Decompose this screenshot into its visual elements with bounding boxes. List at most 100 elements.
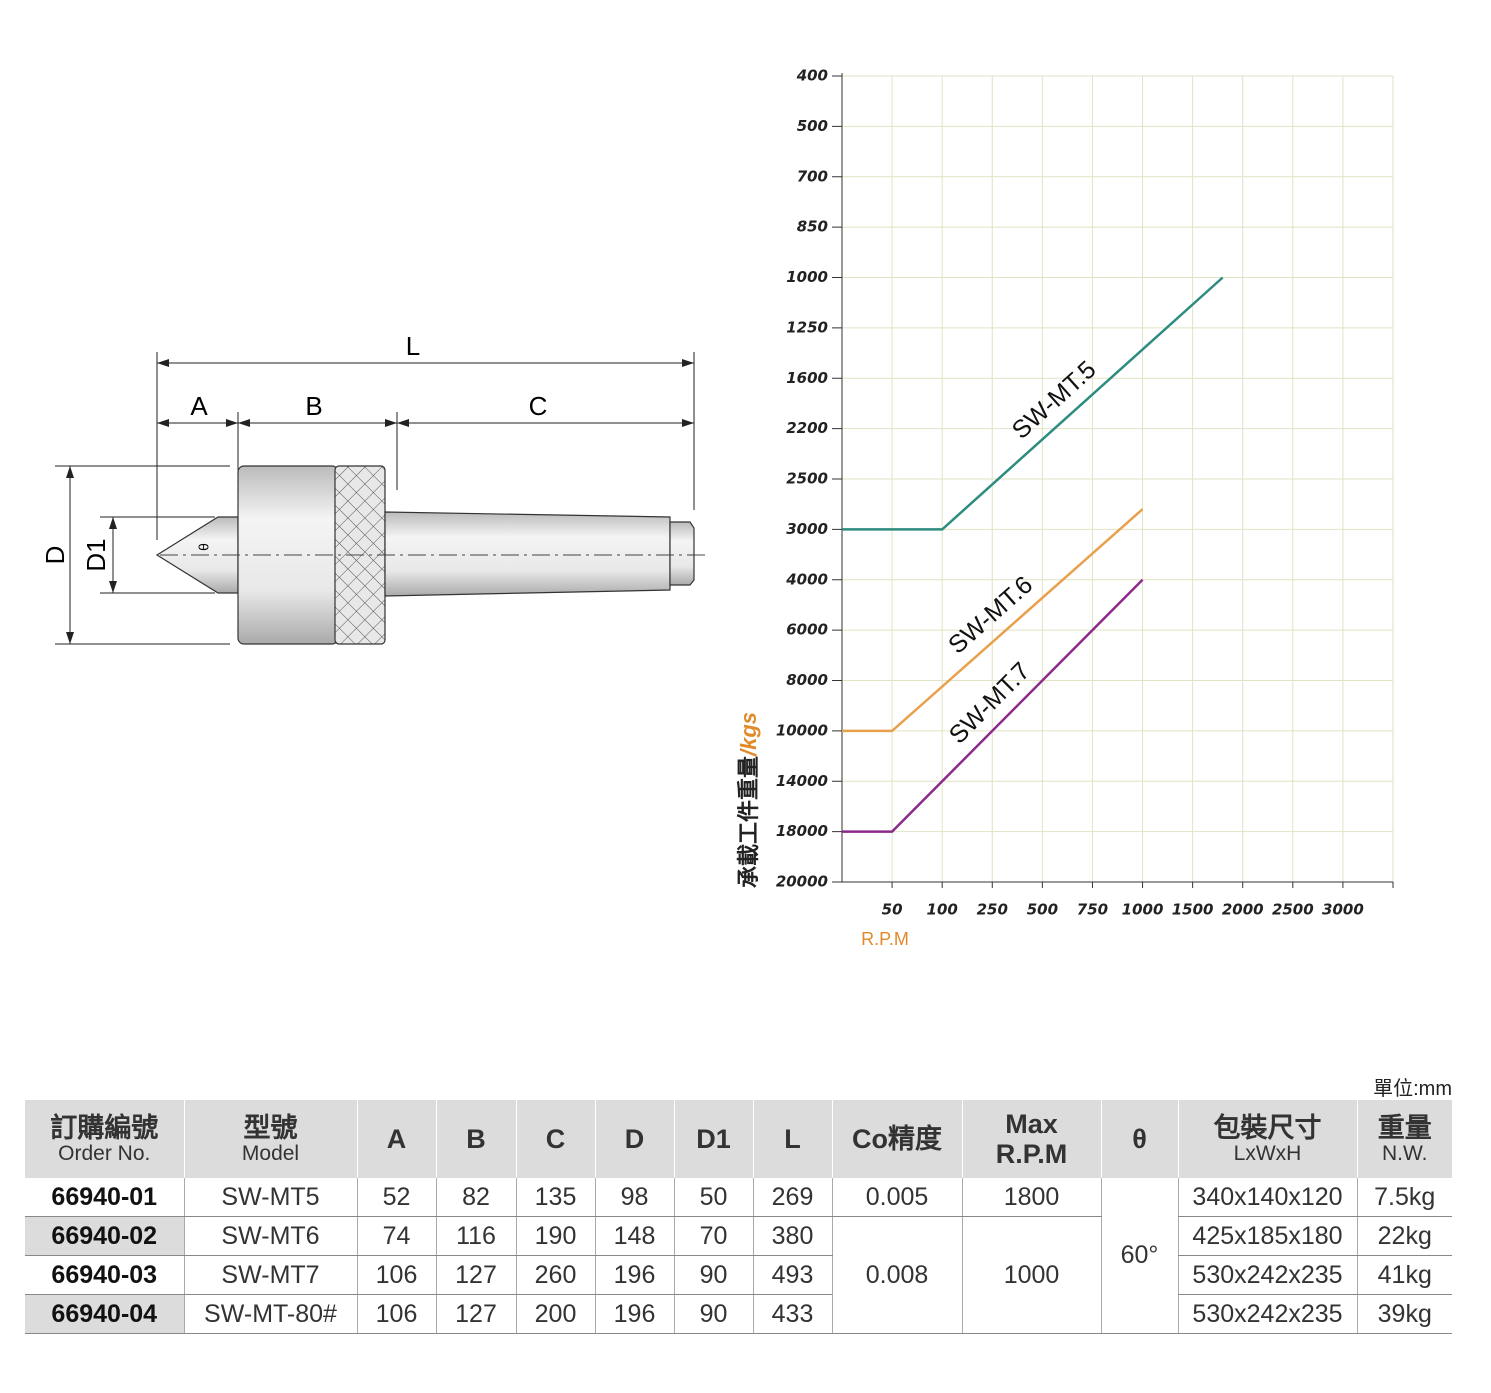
table-cell: 196 [594, 1294, 674, 1334]
table-cell: 0.005 [831, 1178, 962, 1217]
chart: 承載工件重量/kgs R.P.M 400 500 700 850 1000 1250 160… [736, 67, 1394, 949]
table-cell: 260 [515, 1255, 595, 1295]
y-tick-label: 700 [797, 167, 828, 185]
y-tick-label: 14000 [776, 772, 828, 790]
table-cell: 425x185x180 [1177, 1216, 1357, 1256]
dim-label: L [406, 331, 420, 361]
header-cell: L [752, 1100, 832, 1178]
series-line [842, 508, 1144, 733]
table-cell: 196 [594, 1255, 674, 1295]
header-title: B [466, 1124, 486, 1154]
unit-note: 單位:mm [1373, 1078, 1452, 1100]
table-cell: 106 [356, 1294, 436, 1334]
table-cell: SW-MT6 [183, 1216, 357, 1256]
table-cell: 66940-04 [25, 1294, 184, 1334]
header-cell: 型號 Model [183, 1100, 357, 1178]
y-tick-label: 1600 [786, 369, 828, 387]
y-tick-label: 2200 [786, 419, 828, 437]
dim-label: C [529, 391, 548, 421]
header-cell: θ [1100, 1100, 1178, 1178]
table-cell: 90 [673, 1294, 753, 1334]
y-tick-label: 10000 [776, 721, 828, 739]
header-title: A [386, 1124, 407, 1154]
table-cell: 98 [594, 1178, 674, 1217]
header-title: 包裝尺寸 [1213, 1113, 1322, 1143]
table-cell: 74 [356, 1216, 436, 1256]
table-cell: 1000 [961, 1216, 1101, 1334]
table-cell: 380 [752, 1216, 832, 1256]
header-cell: A [356, 1100, 436, 1178]
series-label: SW-MT.7 [944, 657, 1036, 749]
table-cell: 530x242x235 [1177, 1255, 1357, 1295]
header-cell: Max R.P.M [961, 1100, 1101, 1178]
y-tick-label: 6000 [786, 621, 828, 639]
table-cell: 39kg [1356, 1294, 1452, 1334]
x-tick-label: 750 [1077, 901, 1108, 919]
header-cell: Co精度 [831, 1100, 962, 1178]
table-cell: SW-MT7 [183, 1255, 357, 1295]
table-cell: 66940-03 [25, 1255, 184, 1295]
x-tick-label: 500 [1027, 901, 1058, 919]
header-cell: 重量 N.W. [1356, 1100, 1452, 1178]
header-cell: C [515, 1100, 595, 1178]
table-cell: 200 [515, 1294, 595, 1334]
x-tick-label: 1500 [1172, 901, 1214, 919]
table-cell: 90 [673, 1255, 753, 1295]
y-tick-label: 850 [797, 218, 828, 236]
header-cell: 訂購編號 Order No. [25, 1100, 184, 1178]
table-cell: 433 [752, 1294, 832, 1334]
table-cell: 135 [515, 1178, 595, 1217]
tool-drawing: L A B C D D1 θ [40, 331, 705, 645]
table-cell: 50 [673, 1178, 753, 1217]
table-cell: 116 [435, 1216, 516, 1256]
y-tick-label: 500 [797, 117, 828, 135]
x-tick-label: 50 [882, 901, 903, 919]
y-tick-label: 1000 [786, 268, 828, 286]
table-cell: SW-MT5 [183, 1178, 357, 1217]
table-cell: 269 [752, 1178, 832, 1217]
table-cell: 127 [435, 1294, 516, 1334]
y-tick-label: 400 [796, 67, 828, 85]
x-tick-label: 250 [977, 901, 1008, 919]
x-tick-label: 100 [927, 901, 958, 919]
table-cell: SW-MT-80# [183, 1294, 357, 1334]
header-subtitle: R.P.M [995, 1139, 1068, 1169]
header-title: L [784, 1124, 801, 1154]
data-row: 66940-01 SW-MT5 52 82 135 98 50 269 0.005 1800 60°… [25, 1178, 1452, 1334]
header-title: Co精度 [852, 1124, 942, 1154]
header-title: D1 [696, 1124, 731, 1154]
header-title: 訂購編號 [50, 1113, 159, 1143]
header-subtitle: LxWxH [1233, 1142, 1302, 1165]
table-cell: 106 [356, 1255, 436, 1295]
spec-table: 訂購編號 Order No. 型號 Model A B C D D1 L Co精度 Max R.P.M θ… [25, 1100, 1452, 1334]
x-tick-label: 1000 [1122, 901, 1164, 919]
header-row: 訂購編號 Order No. 型號 Model A B C D D1 L Co精度 Max R.P.M θ… [25, 1100, 1452, 1178]
table-cell: 82 [435, 1178, 516, 1217]
dim-label: D1 [81, 538, 111, 571]
table-cell: 493 [752, 1255, 832, 1295]
header-cell: B [435, 1100, 516, 1178]
dim-label: D [40, 546, 70, 565]
table-cell: 60° [1100, 1178, 1178, 1334]
table-cell: 7.5kg [1356, 1178, 1452, 1217]
table-cell: 127 [435, 1255, 516, 1295]
header-title: Max [1005, 1109, 1058, 1139]
y-tick-label: 20000 [776, 873, 828, 891]
table-cell: 190 [515, 1216, 595, 1256]
header-title: θ [1132, 1124, 1147, 1154]
table-cell: 41kg [1356, 1255, 1452, 1295]
dim-label: A [190, 391, 208, 421]
header-subtitle: Order No. [58, 1142, 151, 1165]
y-tick-label: 4000 [785, 570, 828, 588]
header-cell: 包裝尺寸 LxWxH [1177, 1100, 1357, 1178]
table-cell: 530x242x235 [1177, 1294, 1357, 1334]
header-title: 重量 [1377, 1113, 1432, 1143]
series-line [842, 578, 1144, 833]
data-row: 66940-03 SW-MT7 106 127 260 196 90 493 530x242x2… [25, 1255, 1452, 1295]
dim-label: B [305, 391, 322, 421]
series-line [842, 276, 1224, 531]
table-cell: 340x140x120 [1177, 1178, 1357, 1217]
data-row: 66940-02 SW-MT6 74 116 190 148 70 380 0.008 1000 4… [25, 1216, 1452, 1334]
y-axis-unit: /kgs [736, 712, 761, 757]
